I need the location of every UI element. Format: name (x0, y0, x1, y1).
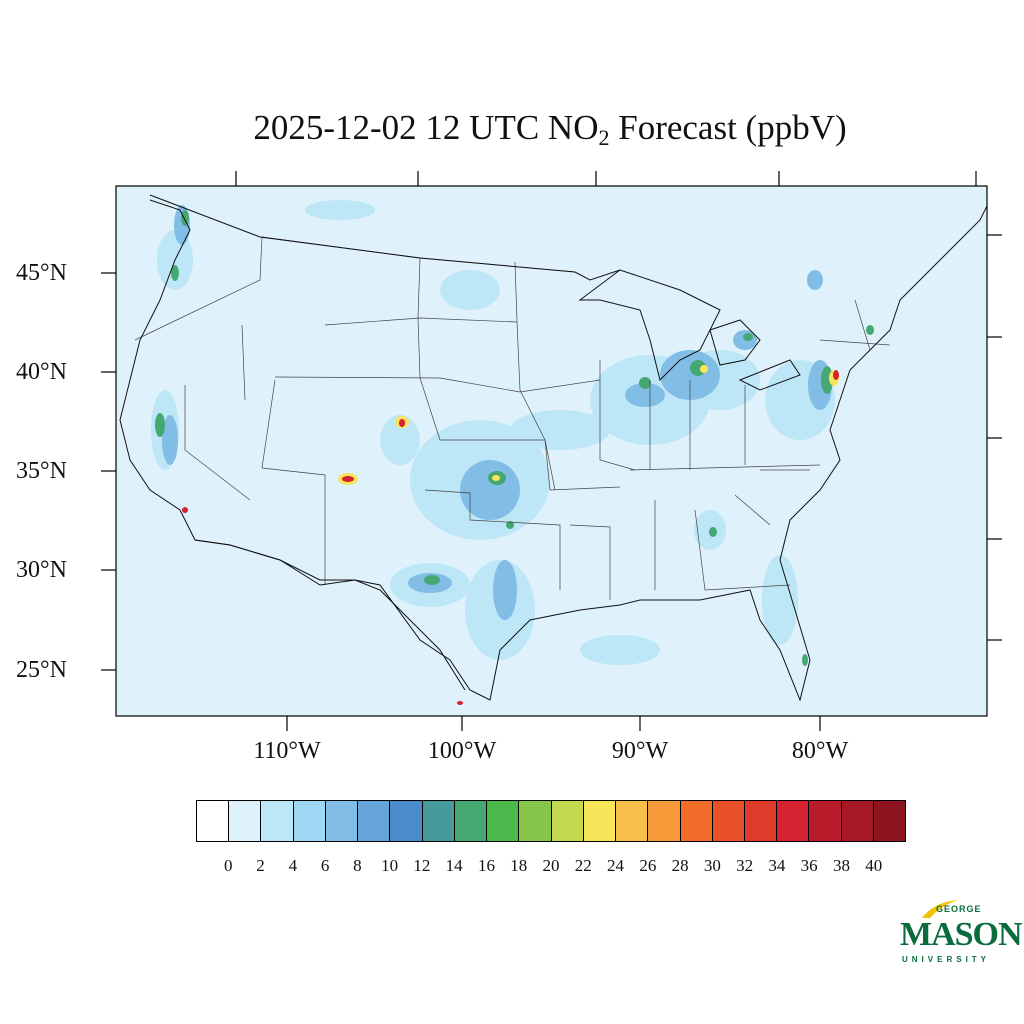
colorbar-tick-label: 18 (510, 856, 528, 875)
colorbar-tick-label: 12 (413, 856, 431, 875)
colorbar-cell (809, 801, 842, 841)
colorbar-cell (197, 801, 230, 841)
colorbar-cell (229, 801, 262, 841)
canada-border (149, 194, 621, 281)
colorbar-cell (358, 801, 391, 841)
no2-green-hotspots (155, 210, 874, 666)
axis-ticks (101, 171, 1002, 731)
mexico-border (194, 539, 466, 691)
title-suffix: Forecast (ppbV) (609, 108, 847, 147)
colorbar-cell (293, 801, 326, 841)
colorbar-cell (680, 801, 713, 841)
colorbar-cell (325, 801, 359, 841)
great-lakes (578, 269, 801, 391)
lon-label-80w: 80°W (791, 738, 849, 764)
title-prefix: 2025-12-02 12 UTC NO (253, 108, 599, 147)
map-title: 2025-12-02 12 UTC NO2 Forecast (ppbV) (0, 108, 1024, 151)
lat-label-40: 40°N (16, 359, 67, 385)
no2-red-hotspots (182, 370, 839, 705)
colorbar-cell (261, 801, 294, 841)
colorbar-cell (519, 801, 552, 841)
colorbar-cell (422, 801, 455, 841)
lat-label-25: 25°N (16, 657, 67, 683)
lat-label-30: 30°N (16, 557, 67, 583)
colorbar-cell (648, 801, 681, 841)
colorbar-cell (744, 801, 778, 841)
logo-swoosh-icon (922, 900, 958, 918)
colorbar-tick-label: 32 (736, 856, 754, 875)
colorbar-tick-label: 40 (865, 856, 883, 875)
colorbar-tick-label: 26 (639, 856, 657, 875)
colorbar-cell (777, 801, 810, 841)
logo-university-text: UNIVERSITY (902, 955, 991, 964)
logo-george-text: GEORGE (936, 904, 982, 914)
colorbar-tick-label: 22 (574, 856, 592, 875)
lon-label-90w: 90°W (611, 738, 669, 764)
colorbar-tick-label: 36 (800, 856, 818, 875)
george-mason-logo: GEORGE MASON UNIVERSITY (900, 898, 1023, 968)
logo-mason-text: MASON (900, 916, 1023, 953)
colorbar-tick-label: 2 (256, 856, 265, 875)
us-outline (119, 199, 987, 702)
colorbar-cell (712, 801, 745, 841)
colorbar-cell (551, 801, 584, 841)
colorbar (196, 800, 906, 842)
colorbar-cell (583, 801, 617, 841)
colorbar-tick-label: 16 (477, 856, 495, 875)
colorbar-cell (841, 801, 874, 841)
colorbar-tick-label: 4 (288, 856, 298, 875)
colorbar-tick-label: 24 (607, 856, 625, 875)
colorbar-tick-label: 38 (832, 856, 850, 875)
colorbar-cell (454, 801, 488, 841)
colorbar-cell (390, 801, 423, 841)
lon-label-100w: 100°W (427, 738, 497, 764)
colorbar-tick-label: 20 (542, 856, 560, 875)
colorbar-tick-label: 0 (224, 856, 233, 875)
colorbar-tick-label: 8 (353, 856, 362, 875)
title-subscript: 2 (598, 125, 610, 150)
colorbar-tick-label: 28 (671, 856, 689, 875)
lon-label-110w: 110°W (253, 738, 321, 764)
colorbar-cell (616, 801, 649, 841)
colorbar-tick-label: 30 (703, 856, 721, 875)
lat-label-35: 35°N (16, 458, 67, 484)
colorbar-tick-label: 34 (768, 856, 786, 875)
colorbar-tick-label: 14 (445, 856, 463, 875)
colorbar-cell (487, 801, 520, 841)
colorbar-tick-label: 10 (381, 856, 399, 875)
map-frame (115, 185, 988, 717)
colorbar-tick-label: 6 (320, 856, 330, 875)
colorbar-cell (873, 801, 906, 841)
lat-label-45: 45°N (16, 260, 67, 286)
map-background (116, 186, 987, 716)
